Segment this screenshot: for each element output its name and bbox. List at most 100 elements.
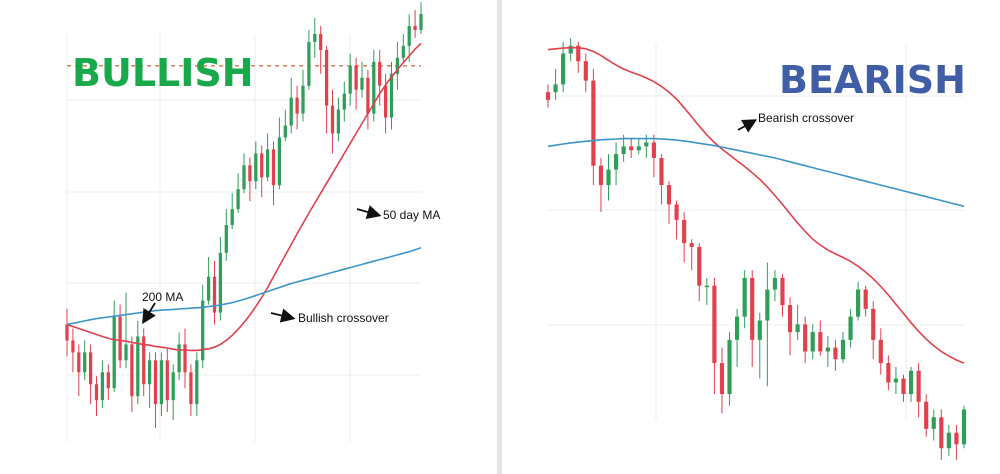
candle [324, 49, 329, 106]
bearish-title: BEARISH [779, 58, 966, 102]
panel-divider [497, 0, 502, 474]
annotation-50-day-ma: 50 day MA [383, 208, 440, 222]
candle [289, 97, 293, 126]
ma-fast-line [66, 42, 422, 352]
candle [260, 153, 264, 178]
candle [644, 142, 649, 147]
candle [735, 316, 740, 340]
candle [295, 97, 299, 114]
candle [100, 372, 105, 401]
candle [871, 308, 876, 340]
candle [177, 344, 181, 373]
candle [183, 344, 187, 373]
candle [94, 384, 99, 401]
candle [818, 332, 823, 352]
candle [636, 146, 641, 151]
candle [242, 165, 246, 190]
candle [886, 363, 891, 383]
candle [336, 109, 341, 134]
candle [201, 300, 205, 361]
candle [230, 209, 234, 226]
candle [153, 360, 158, 405]
candle [389, 73, 394, 118]
bearish-panel [545, 38, 967, 460]
annotation-bullish-crossover: Bullish crossover [298, 311, 389, 325]
candle [130, 344, 134, 397]
candle [666, 185, 672, 205]
candle [863, 289, 868, 309]
candle [727, 339, 732, 395]
candle [212, 276, 217, 313]
candle [413, 26, 417, 30]
bullish-title: BULLISH [72, 51, 254, 95]
candle [159, 360, 164, 405]
candle [757, 320, 762, 340]
candle [780, 277, 785, 306]
candle [301, 85, 305, 114]
candle [916, 370, 921, 402]
ma-slow-line [66, 246, 422, 326]
candle [224, 225, 228, 253]
candle [682, 219, 687, 244]
candle [613, 154, 619, 170]
candle [112, 316, 116, 389]
candle [939, 417, 944, 449]
arrow-bullish-crossover [270, 308, 296, 323]
candle [833, 347, 838, 360]
candle [248, 165, 252, 182]
candle [772, 277, 777, 290]
candle [576, 45, 581, 62]
candle [206, 276, 211, 301]
candle [901, 378, 906, 395]
candle [553, 84, 558, 93]
candle [407, 26, 411, 46]
candle [629, 146, 634, 151]
candle [651, 142, 656, 158]
candle [366, 77, 370, 114]
candle [810, 332, 815, 352]
candle [171, 372, 175, 401]
candle [419, 14, 423, 30]
candle [908, 370, 914, 395]
candle [360, 77, 364, 90]
candle [848, 316, 853, 340]
candle [856, 289, 861, 317]
candle [283, 125, 287, 138]
candle [83, 352, 87, 373]
candle [218, 252, 223, 313]
candle [606, 169, 611, 186]
candle [697, 246, 702, 286]
candle [77, 352, 81, 373]
candle [712, 285, 717, 364]
candle [342, 93, 346, 110]
bullish-panel [65, 2, 423, 442]
candle [924, 401, 929, 429]
candle [787, 305, 793, 333]
candle [136, 336, 140, 397]
candle [931, 417, 936, 429]
candle [742, 277, 747, 317]
candle [165, 360, 169, 401]
candle [674, 204, 679, 220]
candle [568, 45, 573, 54]
annotation-bearish-crossover: Bearish crossover [758, 111, 854, 125]
candle [330, 105, 335, 134]
candle [659, 157, 664, 186]
candle [561, 53, 566, 85]
arrow-bearish-crossover [737, 119, 758, 133]
candle [265, 149, 270, 178]
candle [313, 33, 317, 42]
candle [765, 289, 770, 321]
candle [189, 372, 193, 405]
annotation-200-ma: 200 MA [142, 290, 183, 304]
candle [591, 80, 596, 166]
candle [277, 137, 282, 186]
candle [307, 41, 311, 86]
candle [598, 165, 604, 186]
candle [106, 372, 110, 389]
ma-fast-line [547, 46, 965, 364]
candle [71, 340, 75, 353]
candle [704, 285, 709, 288]
candle [236, 189, 240, 210]
candle [271, 149, 276, 186]
